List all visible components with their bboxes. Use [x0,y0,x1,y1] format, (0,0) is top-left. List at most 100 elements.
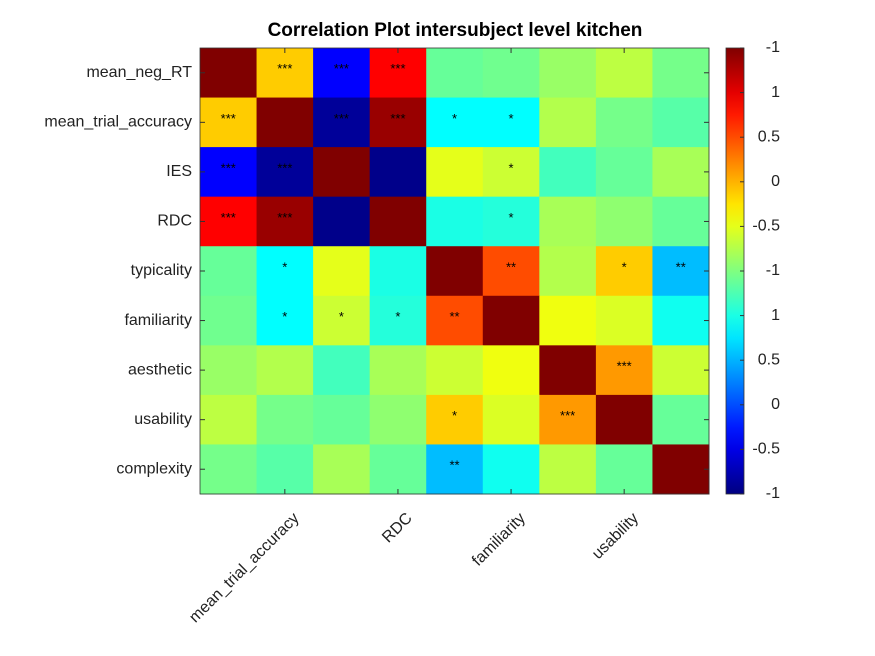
significance-label: ** [506,259,516,274]
colorbar-tick-label: 1 [771,84,780,101]
significance-label: *** [390,61,405,76]
heatmap-cell [539,196,597,247]
y-tick-label: usability [134,411,192,428]
heatmap-cell [426,444,484,495]
heatmap-cell [200,48,258,99]
heatmap-cell [426,147,484,198]
heatmap-cell [595,345,653,396]
heatmap-cell [652,295,710,346]
heatmap-cell [539,246,597,297]
heatmap-cell [426,246,484,297]
heatmap-cell [426,48,484,99]
y-tick-label: mean_neg_RT [86,64,192,81]
significance-label: ** [676,259,686,274]
significance-label: *** [334,61,349,76]
y-tick-label: RDC [157,213,192,230]
heatmap-cell [313,295,371,346]
heatmap-cell [482,394,540,445]
significance-label: ** [449,458,459,473]
heatmap-cell [200,295,258,346]
heatmap-cell [313,394,371,445]
heatmap-cell [369,48,427,99]
heatmap-cell [256,246,314,297]
colorbar-tick-label: -0.5 [752,441,780,458]
colorbar-tick-label: -1 [766,39,780,56]
significance-label: *** [277,61,292,76]
heatmap-cell [652,444,710,495]
significance-label: *** [560,408,575,423]
significance-label: * [452,408,457,423]
significance-label: *** [390,111,405,126]
y-tick-label: aesthetic [128,361,192,378]
heatmap-cell [256,48,314,99]
heatmap-cell [652,246,710,297]
heatmap-cell [426,97,484,148]
heatmap-cell [369,345,427,396]
heatmap-cell [256,147,314,198]
significance-label: * [509,210,514,225]
significance-label: * [509,111,514,126]
heatmap-cell [200,97,258,148]
significance-label: *** [277,160,292,175]
heatmap-cell [482,147,540,198]
heatmap-cell [652,97,710,148]
heatmap-cell [539,345,597,396]
significance-label: * [622,259,627,274]
x-tick-label: RDC [379,510,416,547]
y-tick-label: IES [166,163,192,180]
significance-label: *** [334,111,349,126]
heatmap-cell [539,295,597,346]
colorbar-tick-label: -1 [766,262,780,279]
significance-label: ** [449,309,459,324]
x-tick-label: familiarity [469,510,529,570]
significance-label: * [395,309,400,324]
significance-label: * [339,309,344,324]
y-tick-label: complexity [116,460,192,477]
significance-label: * [282,259,287,274]
heatmap-cell [200,147,258,198]
significance-label: * [452,111,457,126]
heatmap-cell [595,147,653,198]
colorbar-tick-label: 0.5 [758,128,780,145]
heatmap-cell [482,246,540,297]
heatmap-cell [482,345,540,396]
heatmap-cell [313,147,371,198]
heatmap-cell [595,48,653,99]
heatmap-cell [200,196,258,247]
colorbar-tick-label: 0.5 [758,351,780,368]
heatmap-cell [539,394,597,445]
significance-label: * [282,309,287,324]
heatmap-cell [313,345,371,396]
heatmap-cell [256,345,314,396]
heatmap-cell [652,196,710,247]
heatmap-cell [200,345,258,396]
heatmap-cell [256,394,314,445]
heatmap-cell [652,394,710,445]
significance-label: *** [221,160,236,175]
heatmap-cell [426,196,484,247]
heatmap-cell [482,444,540,495]
colorbar-tick-label: -1 [766,485,780,502]
heatmap-cell [652,147,710,198]
chart-title: Correlation Plot intersubject level kitc… [268,20,643,41]
heatmap-cell [595,196,653,247]
heatmap-cell [313,246,371,297]
heatmap-cell [200,444,258,495]
heatmap-cell [595,246,653,297]
heatmap-cell [369,394,427,445]
heatmap-cell [200,246,258,297]
heatmap-cell [652,48,710,99]
heatmap-cell [313,444,371,495]
heatmap-cell [426,345,484,396]
significance-label: *** [617,359,632,374]
heatmap-cell [369,295,427,346]
heatmap-cell [482,196,540,247]
heatmap-cell [539,147,597,198]
heatmap-cell [256,295,314,346]
heatmap-cell [426,295,484,346]
heatmap-cell [482,48,540,99]
heatmap-cell [595,394,653,445]
heatmap-cell [595,295,653,346]
heatmap-cell [313,196,371,247]
